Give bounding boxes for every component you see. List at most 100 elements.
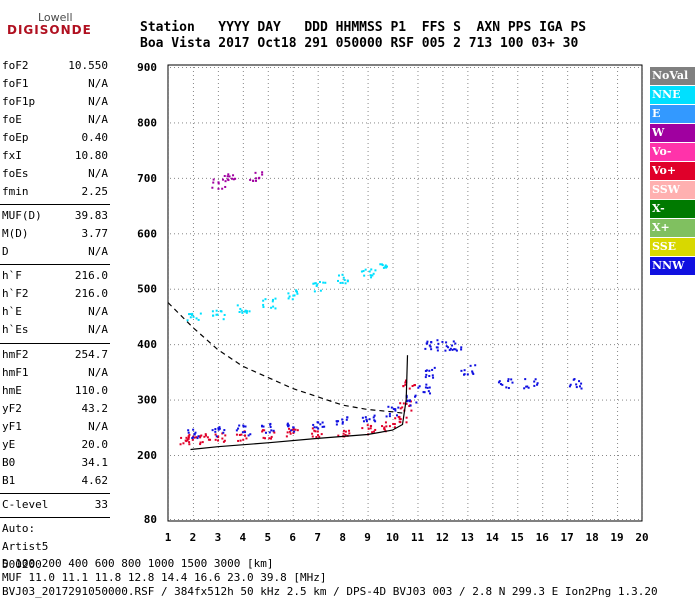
grid-dot <box>542 315 544 316</box>
grid-dot <box>510 122 511 124</box>
grid-dot <box>642 223 643 224</box>
grid-dot <box>342 135 344 136</box>
echo-point <box>460 364 477 376</box>
echo-dot <box>425 383 428 386</box>
grid-dot <box>467 351 469 352</box>
auto-program: Artist5 <box>2 540 49 553</box>
grid-dot <box>192 503 194 504</box>
grid-dot <box>168 447 169 448</box>
grid-dot <box>558 519 559 520</box>
grid-dot <box>467 335 469 336</box>
grid-dot <box>267 375 269 376</box>
echo-dot <box>384 265 387 268</box>
grid-dot <box>466 288 467 290</box>
grid-dot <box>192 107 194 108</box>
grid-dot <box>310 67 311 68</box>
grid-dot <box>168 299 169 300</box>
grid-dot <box>217 395 219 396</box>
echo-dot <box>215 313 218 316</box>
grid-dot <box>517 467 519 468</box>
grid-dot <box>426 288 427 290</box>
grid-dot <box>190 344 191 346</box>
grid-dot <box>292 491 294 492</box>
grid-dot <box>582 399 583 401</box>
param-value: 33 <box>94 498 108 511</box>
echo-point <box>402 379 416 390</box>
grid-dot <box>367 443 369 444</box>
grid-dot <box>592 435 594 436</box>
grid-dot <box>570 399 571 401</box>
echo-dot <box>292 294 295 297</box>
grid-dot <box>466 455 467 456</box>
grid-dot <box>417 491 419 492</box>
grid-dot <box>242 71 244 72</box>
grid-dot <box>267 431 269 432</box>
grid-dot <box>417 383 419 384</box>
grid-dot <box>558 233 559 235</box>
grid-dot <box>492 471 494 472</box>
grid-dot <box>542 119 544 120</box>
grid-dot <box>168 231 169 232</box>
grid-dot <box>567 235 569 236</box>
grid-dot <box>606 519 607 520</box>
grid-dot <box>392 231 394 232</box>
grid-dot <box>492 455 494 456</box>
grid-dot <box>346 233 347 235</box>
grid-dot <box>392 251 394 252</box>
grid-dot <box>267 387 269 388</box>
grid-dot <box>492 187 494 188</box>
grid-dot <box>567 307 569 308</box>
grid-dot <box>342 319 344 320</box>
grid-dot <box>417 287 419 288</box>
grid-dot <box>190 288 191 290</box>
grid-dot <box>642 367 643 368</box>
grid-dot <box>506 519 507 520</box>
grid-dot <box>334 122 335 124</box>
grid-dot <box>217 431 219 432</box>
grid-dot <box>446 288 447 290</box>
grid-dot <box>417 75 419 76</box>
grid-dot <box>214 519 215 520</box>
grid-dot <box>342 475 344 476</box>
grid-dot <box>217 279 219 280</box>
grid-dot <box>592 215 594 216</box>
param-label: hmF2 <box>2 348 29 361</box>
echo-dot <box>222 431 225 434</box>
grid-dot <box>642 283 643 284</box>
grid-dot <box>567 291 569 292</box>
grid-dot <box>322 288 323 290</box>
echo-dot <box>433 366 436 369</box>
grid-dot <box>234 67 235 68</box>
grid-dot <box>567 495 569 496</box>
grid-dot <box>242 271 244 272</box>
grid-dot <box>392 395 394 396</box>
grid-dot <box>294 233 295 235</box>
grid-dot <box>542 495 544 496</box>
grid-dot <box>617 439 619 440</box>
grid-dot <box>270 455 271 456</box>
grid-dot <box>202 519 203 520</box>
grid-dot <box>592 351 594 352</box>
grid-dot <box>254 122 255 124</box>
grid-dot <box>367 135 369 136</box>
echo-dot <box>245 437 248 440</box>
echo-dot <box>221 432 224 435</box>
grid-dot <box>350 177 351 179</box>
grid-dot <box>592 367 594 368</box>
grid-dot <box>642 91 643 92</box>
grid-dot <box>454 344 455 346</box>
grid-dot <box>370 344 371 346</box>
grid-dot <box>317 335 319 336</box>
grid-dot <box>467 95 469 96</box>
grid-dot <box>317 347 319 348</box>
grid-dot <box>282 455 283 456</box>
grid-dot <box>278 233 279 235</box>
grid-dot <box>192 335 194 336</box>
grid-dot <box>242 83 244 84</box>
param-foEp: foEp 0.40 <box>2 131 108 149</box>
grid-dot <box>422 122 423 124</box>
grid-dot <box>458 344 459 346</box>
grid-dot <box>417 151 419 152</box>
grid-dot <box>530 177 531 179</box>
grid-dot <box>192 235 194 236</box>
